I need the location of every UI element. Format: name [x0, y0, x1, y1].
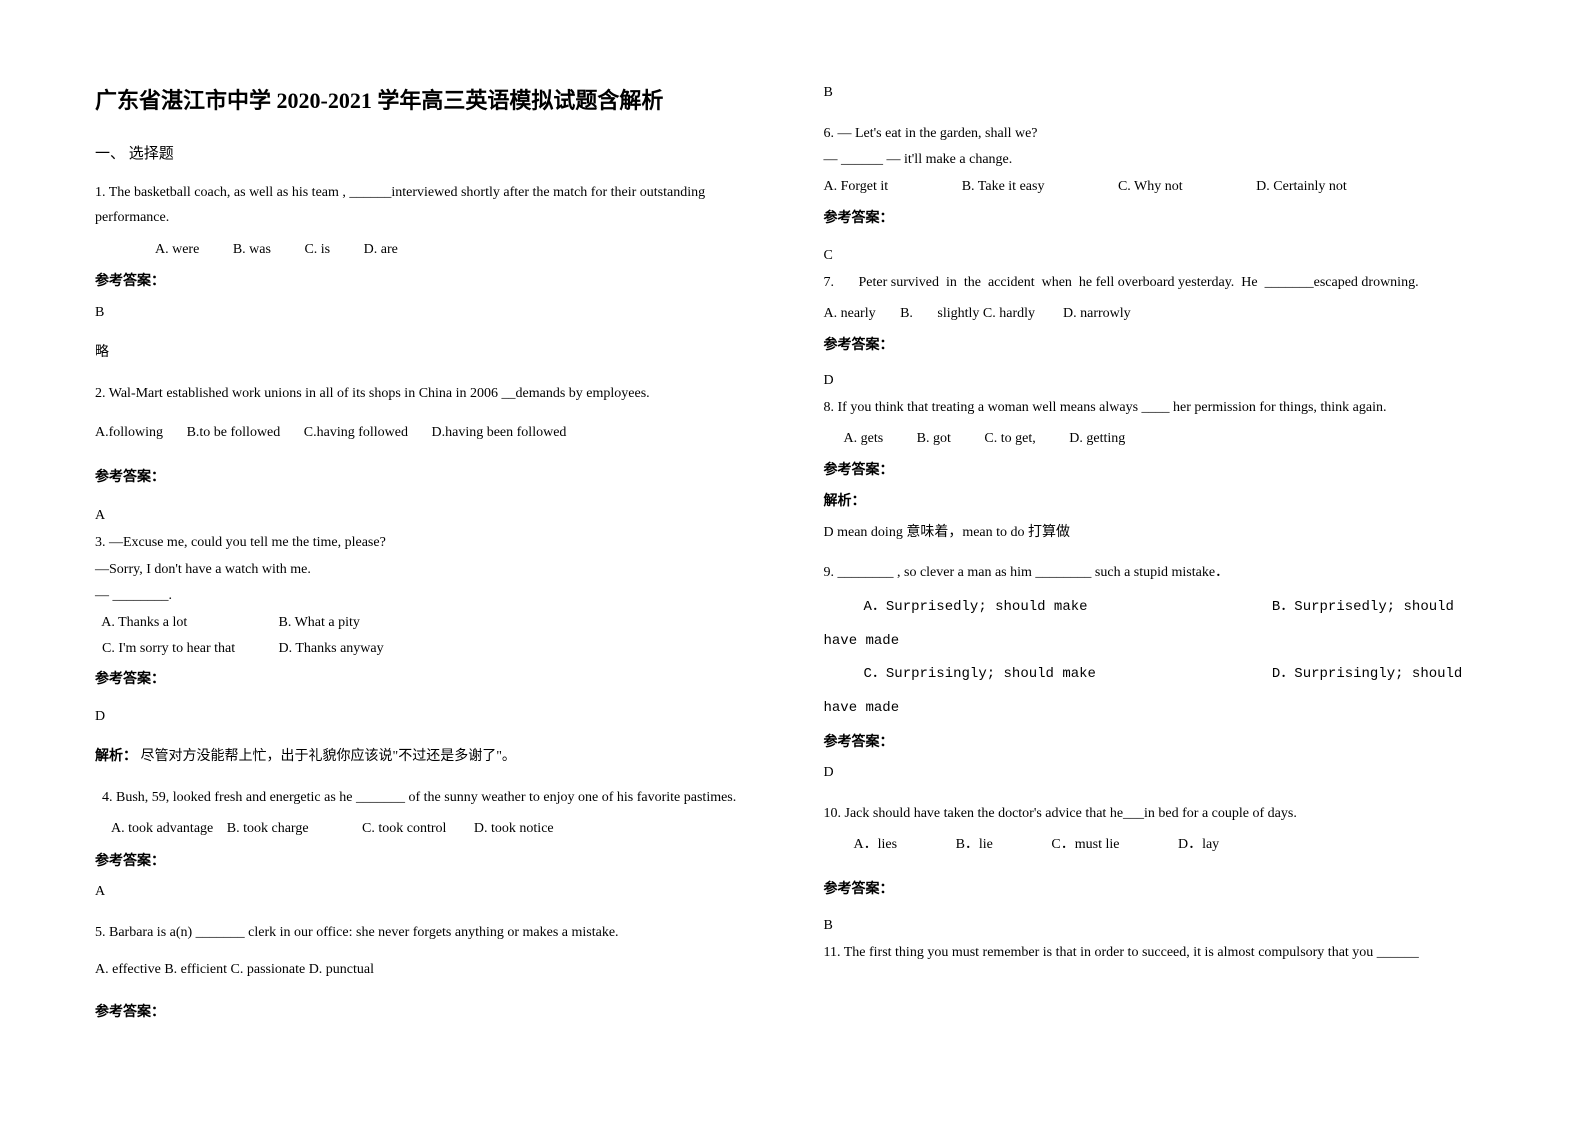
q3-option-a: A. Thanks a lot [95, 610, 275, 637]
question-1-options: A. were B. was C. is D. are [95, 237, 764, 264]
answer-label: 参考答案： [824, 730, 1493, 757]
right-column: B 6. — Let's eat in the garden, shall we… [824, 80, 1493, 1042]
q3-option-d: D. Thanks anyway [279, 641, 384, 656]
q8-option-c: C. to get, [984, 431, 1035, 446]
answer-label: 参考答案： [824, 458, 1493, 485]
answer-label: 参考答案： [824, 206, 1493, 233]
q10-option-c: C．must lie [1051, 837, 1119, 852]
q10-answer: B [824, 913, 1493, 940]
question-3-options: A. Thanks a lot B. What a pity [95, 610, 764, 637]
question-3-line1: 3. —Excuse me, could you tell me the tim… [95, 530, 764, 557]
q9-option-b: B．Surprisedly; should [1272, 599, 1454, 615]
question-7: 7. Peter survived in the accident when h… [824, 270, 1493, 295]
question-9-options-2: C．Surprisingly; should make D．Surprising… [864, 658, 1493, 692]
q8-explanation: D mean doing 意味着，mean to do 打算做 [824, 520, 1493, 547]
question-8: 8. If you think that treating a woman we… [824, 395, 1493, 420]
answer-label: 参考答案： [95, 465, 764, 492]
q3-option-b: B. What a pity [279, 615, 360, 630]
q4-answer: A [95, 879, 764, 906]
q1-option-c: C. is [304, 242, 330, 257]
q8-option-d: D. getting [1069, 431, 1125, 446]
answer-label: 参考答案： [824, 333, 1493, 360]
q9-option-c: C．Surprisingly; should make [864, 658, 1264, 692]
q3-option-c: C. I'm sorry to hear that [95, 636, 275, 663]
answer-label: 参考答案： [95, 269, 764, 296]
q2-option-b: B.to be followed [187, 425, 281, 440]
q10-option-b: B．lie [956, 837, 993, 852]
q6-option-a: A. Forget it [824, 179, 889, 194]
q1-option-d: D. are [364, 242, 398, 257]
q2-option-a: A.following [95, 425, 163, 440]
question-8-options: A. gets B. got C. to get, D. getting [824, 426, 1493, 453]
question-10: 10. Jack should have taken the doctor's … [824, 801, 1493, 826]
section-header: 一、 选择题 [95, 140, 764, 169]
q9-option-d: D．Surprisingly; should [1272, 666, 1462, 682]
q8-option-a: A. gets [844, 431, 884, 446]
q9-line4: have made [824, 692, 1493, 726]
q1-option-a: A. were [155, 242, 199, 257]
q1-option-b: B. was [233, 242, 271, 257]
q1-note: 略 [95, 340, 764, 367]
question-5: 5. Barbara is a(n) _______ clerk in our … [95, 920, 764, 945]
question-7-options: A. nearly B. slightly C. hardly D. narro… [824, 301, 1493, 328]
question-9-options: A．Surprisedly; should make B．Surprisedly… [864, 591, 1493, 625]
q3-explanation: 解析： 尽管对方没能帮上忙，出于礼貌你应该说"不过还是多谢了"。 [95, 744, 764, 771]
question-11: 11. The first thing you must remember is… [824, 940, 1493, 965]
explanation-label: 解析： [95, 749, 137, 764]
question-2-options: A.following B.to be followed C.having fo… [95, 420, 764, 447]
q6-option-b: B. Take it easy [962, 179, 1045, 194]
q8-option-b: B. got [917, 431, 951, 446]
q4-option-d: D. took notice [474, 821, 554, 836]
q9-answer: D [824, 760, 1493, 787]
document-title: 广东省湛江市中学 2020-2021 学年高三英语模拟试题含解析 [95, 80, 764, 122]
q10-option-a: A．lies [854, 837, 898, 852]
q5-answer: B [824, 80, 1493, 107]
q4-option-a: A. took advantage [111, 821, 213, 836]
q3-explanation-text: 尽管对方没能帮上忙，出于礼貌你应该说"不过还是多谢了"。 [137, 749, 516, 764]
question-3-options-2: C. I'm sorry to hear that D. Thanks anyw… [95, 636, 764, 663]
answer-label: 参考答案： [824, 877, 1493, 904]
question-10-options: A．lies B．lie C．must lie D．lay [824, 832, 1493, 859]
answer-label: 参考答案： [95, 667, 764, 694]
q6-answer: C [824, 243, 1493, 270]
q2-option-d: D.having been followed [432, 425, 567, 440]
question-9: 9. ________ , so clever a man as him ___… [824, 560, 1493, 585]
explanation-label: 解析： [824, 489, 1493, 516]
q1-answer: B [95, 300, 764, 327]
q9-option-a: A．Surprisedly; should make [864, 591, 1264, 625]
question-3-line3: — ________. [95, 583, 764, 610]
q10-option-d: D．lay [1178, 837, 1219, 852]
question-1: 1. The basketball coach, as well as his … [95, 180, 764, 230]
question-5-options: A. effective B. efficient C. passionate … [95, 957, 764, 984]
question-2: 2. Wal-Mart established work unions in a… [95, 381, 764, 406]
question-6-line1: 6. — Let's eat in the garden, shall we? [824, 121, 1493, 148]
question-4: 4. Bush, 59, looked fresh and energetic … [95, 785, 764, 810]
answer-label: 参考答案： [95, 1000, 764, 1027]
q3-answer: D [95, 704, 764, 731]
q2-answer: A [95, 503, 764, 530]
q4-option-c: C. took control [362, 821, 446, 836]
question-4-options: A. took advantage B. took charge C. took… [95, 816, 764, 843]
q6-option-c: C. Why not [1118, 179, 1183, 194]
q4-option-b: B. took charge [227, 821, 309, 836]
question-6-options: A. Forget it B. Take it easy C. Why not … [824, 174, 1493, 201]
left-column: 广东省湛江市中学 2020-2021 学年高三英语模拟试题含解析 一、 选择题 … [95, 80, 764, 1042]
q7-answer: D [824, 368, 1493, 395]
q6-option-d: D. Certainly not [1256, 179, 1347, 194]
q2-option-c: C.having followed [304, 425, 408, 440]
q9-line2: have made [824, 625, 1493, 659]
question-6-line2: — ______ — it'll make a change. [824, 147, 1493, 174]
question-3-line2: —Sorry, I don't have a watch with me. [95, 557, 764, 584]
answer-label: 参考答案： [95, 849, 764, 876]
